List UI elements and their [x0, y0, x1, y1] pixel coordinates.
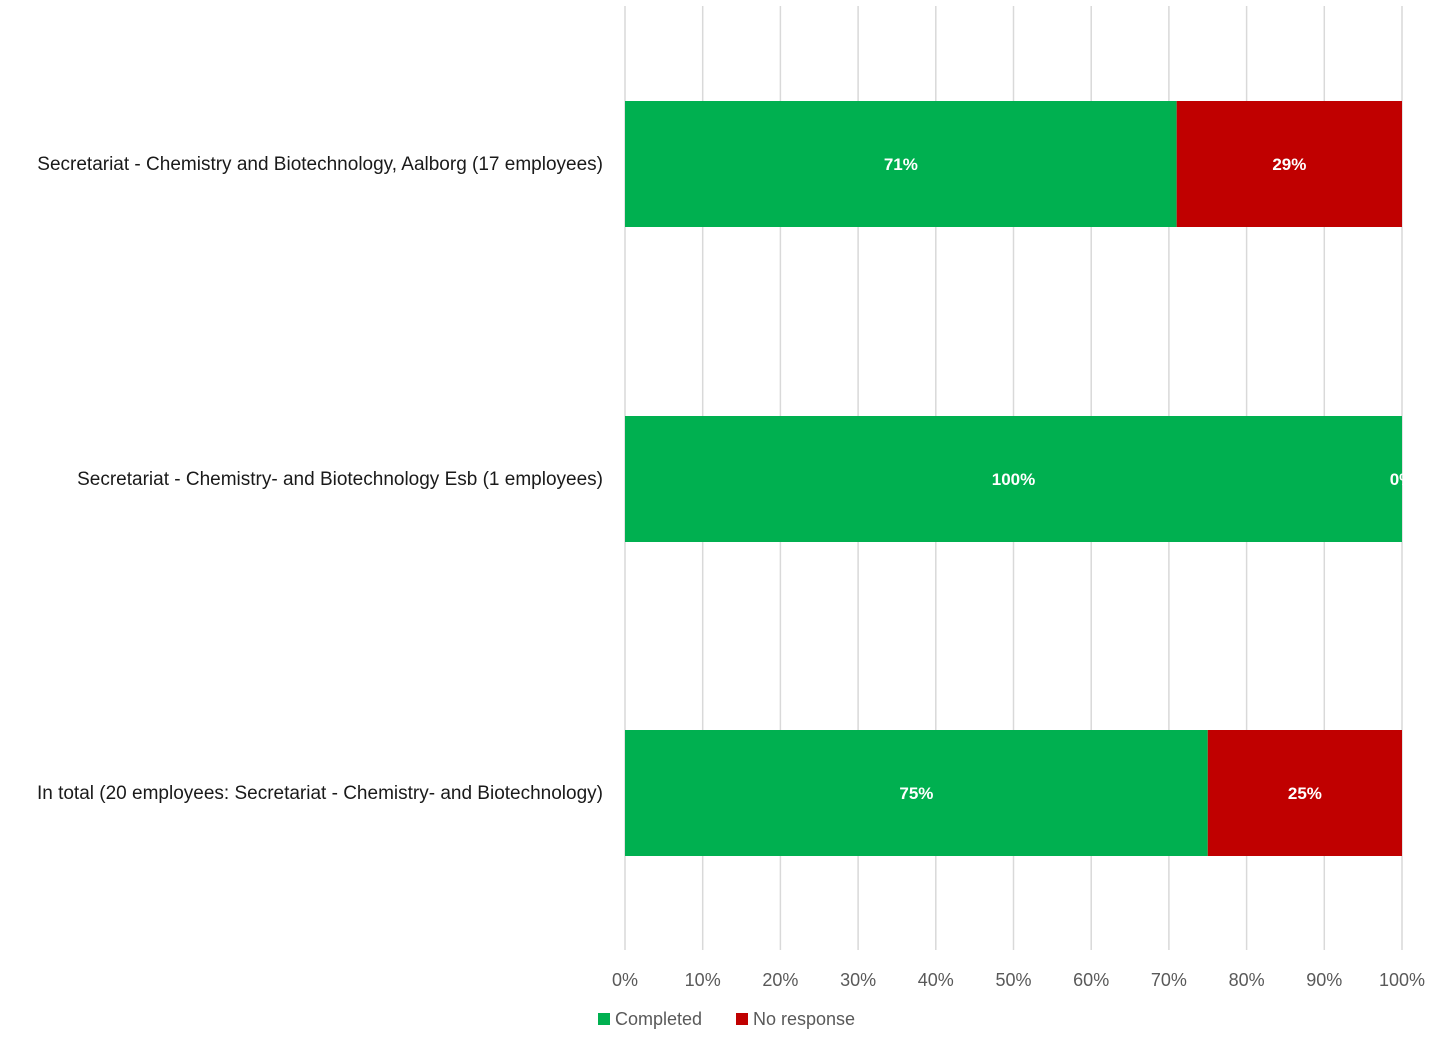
- bar-segment: [1207, 730, 1402, 856]
- x-tick-label: 20%: [762, 970, 798, 990]
- x-tick-label: 60%: [1073, 970, 1109, 990]
- category-label: Secretariat - Chemistry and Biotechnolog…: [37, 154, 603, 175]
- bar-segment: [625, 101, 1177, 227]
- bar-segment: [625, 730, 1208, 856]
- data-label: 0%: [1390, 470, 1415, 489]
- x-tick-label: 90%: [1306, 970, 1342, 990]
- x-tick-labels: 0% 10% 20% 30% 40% 50% 60% 70% 80% 90% 100%: [612, 970, 1425, 990]
- legend-label: No response: [753, 1009, 855, 1029]
- legend-swatch: [598, 1013, 610, 1025]
- x-tick-label: 80%: [1229, 970, 1265, 990]
- legend-label: Completed: [615, 1009, 702, 1029]
- legend: Completed No response: [598, 1009, 855, 1029]
- legend-swatch: [736, 1013, 748, 1025]
- category-label: In total (20 employees: Secretariat - Ch…: [37, 783, 603, 804]
- data-label: 75%: [899, 784, 933, 803]
- x-tick-label: 30%: [840, 970, 876, 990]
- category-labels: Secretariat - Chemistry and Biotechnolog…: [37, 154, 603, 804]
- bars: 71% 29% 100% 0% 75% 25%: [625, 101, 1415, 856]
- bar-segment: [1176, 101, 1402, 227]
- x-tick-label: 70%: [1151, 970, 1187, 990]
- x-tick-label: 40%: [918, 970, 954, 990]
- data-label: 29%: [1272, 155, 1306, 174]
- data-label: 71%: [884, 155, 918, 174]
- x-tick-label: 50%: [995, 970, 1031, 990]
- x-tick-label: 100%: [1379, 970, 1425, 990]
- x-tick-label: 0%: [612, 970, 638, 990]
- data-label: 25%: [1288, 784, 1322, 803]
- bar-segment: [625, 416, 1402, 542]
- data-label: 100%: [992, 470, 1035, 489]
- x-tick-label: 10%: [685, 970, 721, 990]
- category-label: Secretariat - Chemistry- and Biotechnolo…: [77, 469, 603, 490]
